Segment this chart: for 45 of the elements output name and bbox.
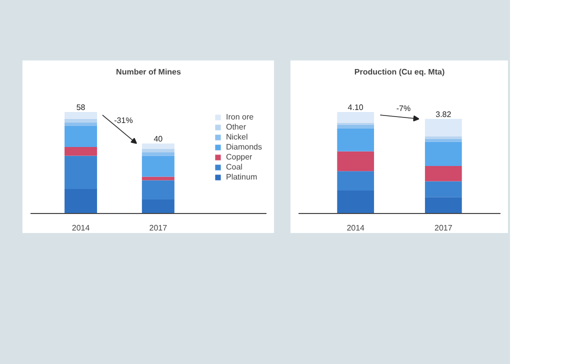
bar xyxy=(424,166,462,182)
bar xyxy=(142,148,174,152)
bar xyxy=(424,118,462,137)
bar xyxy=(337,151,374,172)
legend-label: Diamonds xyxy=(226,142,262,152)
x-tick-label: 2017 xyxy=(434,224,453,232)
legend-label: Coal xyxy=(226,162,244,172)
x-tick-label: 2017 xyxy=(149,224,168,232)
legend-label: Other xyxy=(226,122,246,132)
chart-title: Number of Mines xyxy=(116,68,182,76)
bar xyxy=(64,118,98,122)
bar xyxy=(424,197,462,214)
bar xyxy=(337,122,374,126)
legend-label: Platinum xyxy=(226,172,258,182)
annotation: 3.82 xyxy=(436,110,452,119)
bar xyxy=(142,176,174,180)
annotation: 4.10 xyxy=(348,102,364,112)
bar xyxy=(64,146,98,156)
bar xyxy=(64,112,98,119)
annotation: -31% xyxy=(114,116,133,126)
x-tick-label: 2014 xyxy=(346,224,366,232)
bar xyxy=(142,180,174,200)
legend-label: Copper xyxy=(226,152,252,162)
bar xyxy=(337,128,374,152)
bar xyxy=(142,143,174,149)
annotation: -7% xyxy=(396,104,411,113)
bar xyxy=(64,122,98,126)
bar xyxy=(337,171,374,190)
bar xyxy=(64,156,98,190)
bar xyxy=(337,190,374,214)
bar xyxy=(337,125,374,128)
x-tick-label: 2014 xyxy=(72,224,90,232)
bar xyxy=(337,112,374,123)
annotation: 58 xyxy=(76,102,86,112)
bar xyxy=(142,152,174,156)
bar xyxy=(64,126,98,147)
bar xyxy=(424,181,462,198)
legend-label: Iron ore xyxy=(226,112,254,122)
chart-title: Production (Cu eq. Mta) xyxy=(354,68,445,76)
bar xyxy=(424,142,462,166)
legend-label: Nickel xyxy=(226,132,248,142)
bar xyxy=(64,189,98,214)
bar xyxy=(142,156,174,177)
bar xyxy=(142,199,174,214)
annotation: 40 xyxy=(154,134,164,144)
